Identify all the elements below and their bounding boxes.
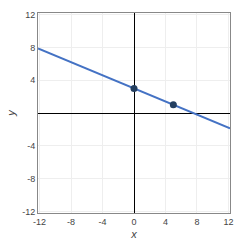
svg-text:-12: -12 [33, 217, 46, 227]
svg-text:0: 0 [131, 217, 136, 227]
svg-text:y: y [5, 109, 17, 117]
svg-text:12: 12 [223, 217, 233, 227]
svg-text:x: x [130, 228, 137, 240]
svg-text:12: 12 [25, 10, 35, 20]
svg-text:4: 4 [163, 217, 168, 227]
svg-text:-8: -8 [27, 174, 35, 184]
svg-text:-4: -4 [99, 217, 107, 227]
svg-text:8: 8 [194, 217, 199, 227]
svg-text:8: 8 [30, 43, 35, 53]
svg-text:-12: -12 [22, 207, 35, 217]
svg-text:-4: -4 [27, 141, 35, 151]
svg-text:-8: -8 [67, 217, 75, 227]
svg-text:4: 4 [30, 75, 35, 85]
